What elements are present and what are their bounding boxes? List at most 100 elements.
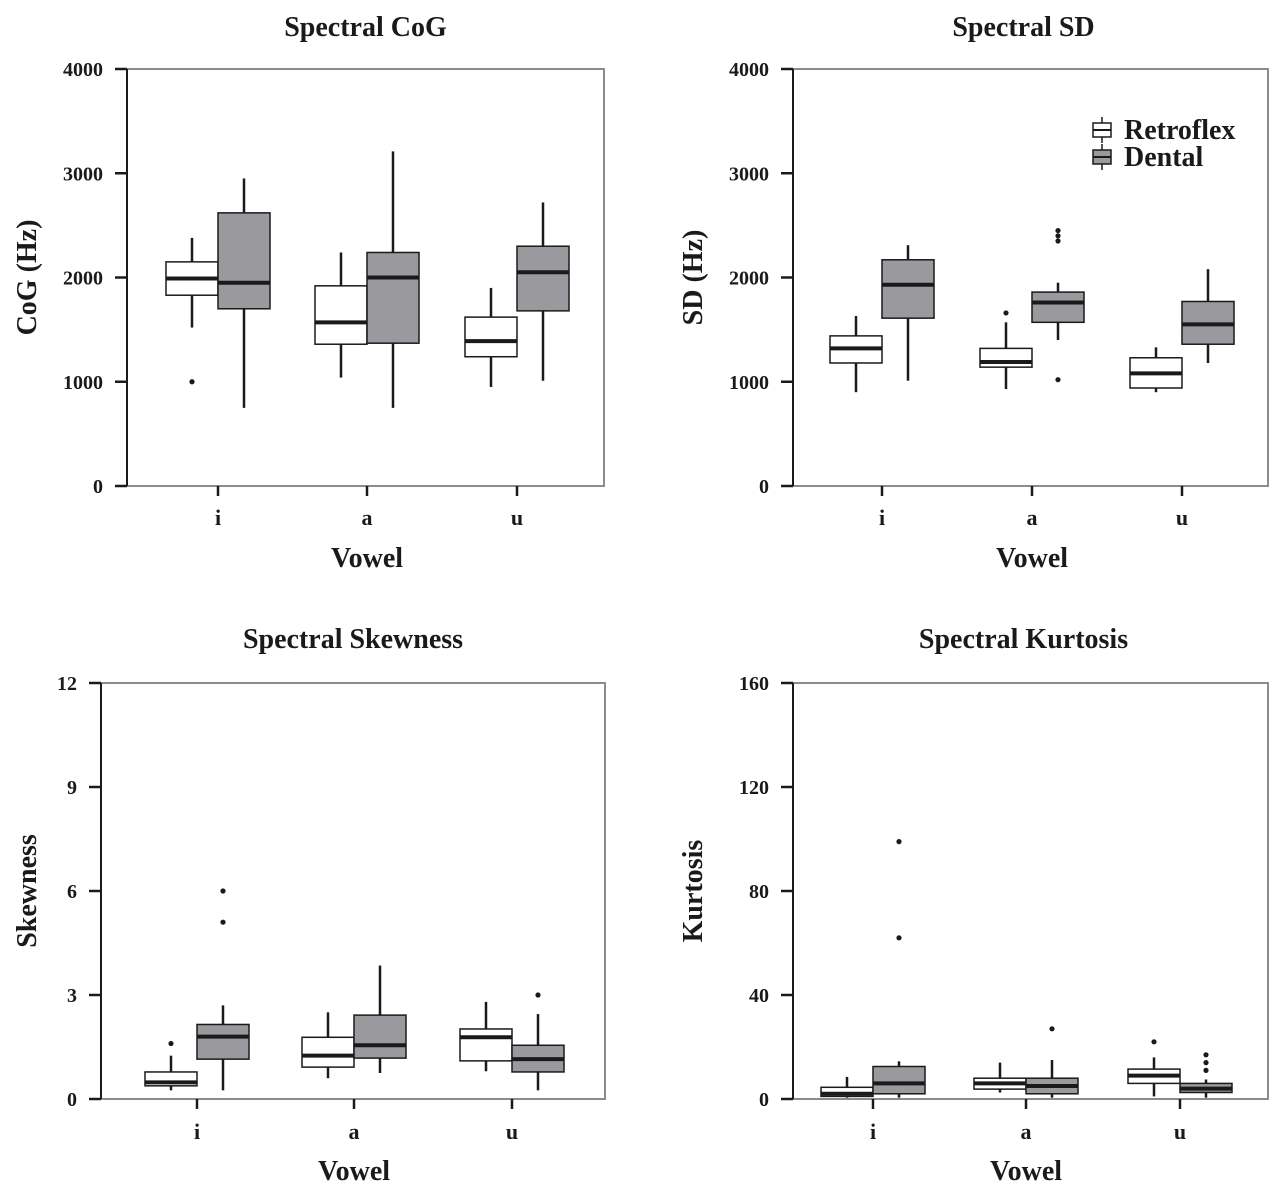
- box-dental-u: [516, 202, 570, 381]
- outlier-point: [1203, 1060, 1209, 1066]
- outlier-point: [1055, 233, 1061, 239]
- box-retroflex-a: [301, 1012, 355, 1079]
- x-tick-label: u: [1176, 505, 1188, 530]
- outlier-point: [168, 1040, 174, 1047]
- y-tick-label: 160: [739, 673, 769, 695]
- y-tick-label: 3000: [729, 163, 769, 185]
- y-tick-label: 1000: [729, 372, 769, 394]
- y-tick-label: 0: [67, 1089, 77, 1111]
- box-retroflex-u: [459, 1001, 513, 1072]
- y-tick-label: 2000: [729, 268, 769, 290]
- box-retroflex-a: [314, 252, 368, 378]
- legend-label: Dental: [1124, 142, 1204, 173]
- legend-item-retroflex: Retroflex: [1092, 115, 1235, 146]
- box-iqr: [459, 1028, 513, 1062]
- box-retroflex-u: [1129, 347, 1183, 393]
- x-tick-label: a: [1027, 505, 1038, 530]
- chart-panel-2: Spectral SD 0 1000 2000 3000 4000 i a u Vowel SD (…: [678, 12, 1269, 574]
- y-tick-label: 4000: [63, 59, 103, 81]
- x-axis-label: Vowel: [996, 543, 1068, 574]
- y-tick-label: 3000: [63, 163, 103, 185]
- plot-frame: [792, 682, 1269, 1100]
- box-dental-i: [196, 888, 250, 1091]
- box-iqr: [314, 285, 368, 345]
- y-tick-label: 80: [749, 881, 769, 903]
- box-retroflex-u: [1127, 1039, 1181, 1097]
- y-axis-label: SD (Hz): [678, 230, 709, 326]
- x-tick-label: u: [1174, 1119, 1186, 1144]
- x-tick-label: i: [215, 505, 221, 530]
- box-retroflex-i: [829, 316, 883, 393]
- x-tick-label: u: [511, 505, 523, 530]
- chart-title: Spectral SD: [952, 12, 1094, 43]
- box-dental-i: [881, 245, 935, 381]
- outlier-point: [1151, 1039, 1157, 1045]
- box-retroflex-a: [979, 310, 1033, 390]
- chart-title: Spectral CoG: [284, 12, 447, 43]
- box-dental-u: [1181, 269, 1235, 363]
- box-iqr: [217, 212, 271, 310]
- box-iqr: [881, 259, 935, 319]
- outlier-point: [1055, 238, 1061, 244]
- box-retroflex-a: [973, 1062, 1027, 1093]
- y-tick-label: 12: [57, 673, 77, 695]
- y-tick-label: 9: [67, 777, 77, 799]
- box-iqr: [353, 1014, 407, 1059]
- box-dental-i: [217, 178, 271, 408]
- x-axis-label: Vowel: [318, 1156, 390, 1185]
- y-axis-label: Skewness: [12, 834, 43, 948]
- outlier-point: [1055, 377, 1061, 383]
- box-iqr: [1031, 291, 1085, 324]
- box-iqr: [301, 1036, 355, 1068]
- box-dental-u: [511, 992, 565, 1091]
- outlier-point: [1203, 1067, 1209, 1073]
- y-tick-label: 2000: [63, 268, 103, 290]
- box-iqr: [366, 251, 420, 344]
- box-iqr: [196, 1023, 250, 1060]
- chart-title: Spectral Skewness: [243, 624, 463, 655]
- box-iqr: [516, 245, 570, 312]
- x-tick-label: i: [879, 505, 885, 530]
- x-tick-label: a: [362, 505, 373, 530]
- outlier-point: [896, 935, 902, 941]
- box-iqr: [872, 1065, 926, 1095]
- outlier-point: [220, 888, 226, 894]
- outlier-point: [1203, 1052, 1209, 1058]
- chart-title: Spectral Kurtosis: [919, 624, 1128, 655]
- outlier-point: [896, 839, 902, 845]
- x-tick-label: a: [349, 1119, 360, 1144]
- x-tick-label: i: [194, 1119, 200, 1144]
- box-dental-a: [366, 151, 420, 408]
- x-tick-label: a: [1021, 1119, 1032, 1144]
- chart-panel-3: Spectral Skewness 0 3 6 9 12 i a u Vowel Skewness: [12, 624, 606, 1185]
- outlier-point: [220, 919, 226, 925]
- box-retroflex-i: [820, 1076, 874, 1098]
- y-tick-label: 1000: [63, 372, 103, 394]
- y-tick-label: 120: [739, 777, 769, 799]
- outlier-point: [1003, 310, 1009, 316]
- x-tick-label: u: [506, 1119, 518, 1144]
- legend-label: Retroflex: [1124, 115, 1235, 146]
- y-tick-label: 6: [67, 881, 77, 903]
- box-dental-a: [1025, 1026, 1079, 1098]
- box-retroflex-i: [165, 237, 219, 385]
- y-tick-label: 40: [749, 985, 769, 1007]
- outlier-point: [535, 992, 541, 998]
- y-tick-label: 0: [759, 476, 769, 498]
- box-iqr: [464, 316, 518, 358]
- chart-panel-1: Spectral CoG 0 1000 2000 3000 4000 i a u Vowel CoG…: [12, 12, 605, 574]
- box-dental-a: [1031, 227, 1085, 383]
- chart-panel-4: Spectral Kurtosis 0 40 80 120 160 i a u Vowel Kurt…: [678, 624, 1269, 1185]
- x-tick-label: i: [870, 1119, 876, 1144]
- outlier-point: [189, 379, 195, 385]
- y-axis-label: CoG (Hz): [12, 220, 43, 336]
- legend-item-dental: Dental: [1092, 142, 1204, 173]
- box-dental-u: [1179, 1052, 1233, 1098]
- box-dental-i: [872, 839, 926, 1098]
- x-axis-label: Vowel: [990, 1156, 1062, 1185]
- box-retroflex-u: [464, 287, 518, 387]
- x-axis-label: Vowel: [331, 543, 403, 574]
- box-dental-a: [353, 965, 407, 1073]
